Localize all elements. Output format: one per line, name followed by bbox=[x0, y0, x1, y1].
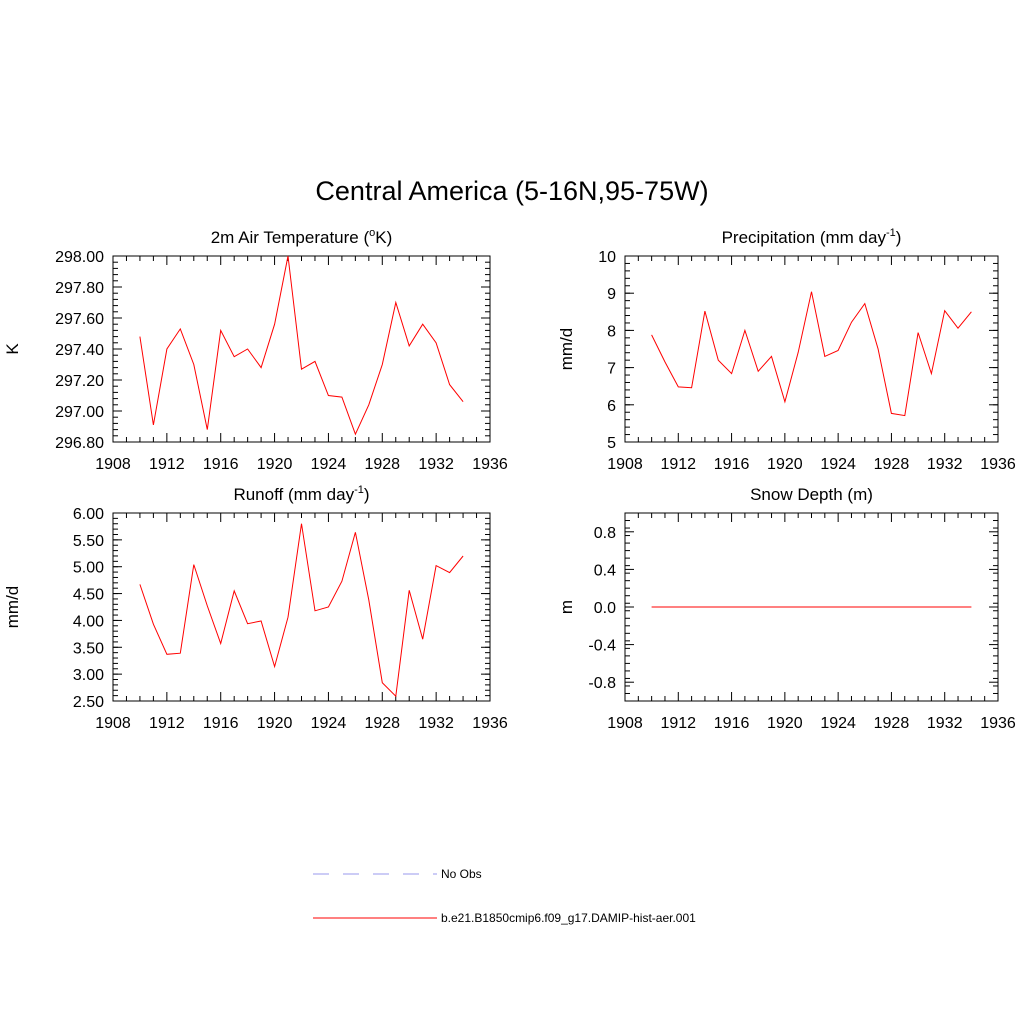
x-tick-label: 1908 bbox=[95, 715, 131, 732]
x-tick-label: 1916 bbox=[203, 456, 239, 473]
x-tick-label: 1932 bbox=[927, 715, 963, 732]
x-tick-label: 1924 bbox=[311, 456, 347, 473]
panel-title-text: Runoff (mm day bbox=[233, 485, 354, 504]
y-axis-label: m bbox=[557, 600, 576, 614]
y-axis-label: K bbox=[3, 343, 22, 355]
legend-label-1: No Obs bbox=[441, 867, 482, 881]
y-tick-label: 298.00 bbox=[55, 249, 104, 266]
plot-frame bbox=[112, 255, 491, 443]
panel-title-end: ) bbox=[364, 485, 370, 504]
y-tick-label: 0.4 bbox=[594, 562, 616, 579]
x-tick-label: 1916 bbox=[203, 715, 239, 732]
x-tick-label: 1924 bbox=[311, 715, 347, 732]
y-tick-label: 297.00 bbox=[55, 404, 104, 421]
x-tick-label: 1936 bbox=[472, 715, 508, 732]
panel-title: 2m Air Temperature (oK) bbox=[211, 227, 393, 247]
y-tick-label: 297.60 bbox=[55, 311, 104, 328]
panel-title-text: Precipitation (mm day bbox=[722, 228, 887, 247]
series-line bbox=[139, 255, 464, 436]
x-tick-label: 1920 bbox=[767, 456, 803, 473]
x-tick-label: 1908 bbox=[607, 456, 643, 473]
y-tick-label: 4.50 bbox=[73, 587, 104, 604]
x-tick-label: 1912 bbox=[149, 715, 185, 732]
x-tick-label: 1912 bbox=[660, 456, 696, 473]
panel-title-superscript: o bbox=[369, 227, 375, 239]
panel-title-superscript: -1 bbox=[886, 227, 896, 239]
x-tick-label: 1932 bbox=[927, 456, 963, 473]
x-tick-label: 1908 bbox=[607, 715, 643, 732]
y-tick-label: 9 bbox=[607, 286, 616, 303]
x-tick-label: 1932 bbox=[418, 456, 454, 473]
y-tick-label: 7 bbox=[607, 361, 616, 378]
y-tick-label: 296.80 bbox=[55, 435, 104, 452]
y-tick-label: 4.00 bbox=[73, 613, 104, 630]
y-axis-label: mm/d bbox=[3, 586, 22, 629]
y-tick-label: -0.8 bbox=[588, 675, 616, 692]
chart-panel-1: 2m Air Temperature (oK) K 1908 1912 1916 1920… bbox=[3, 227, 508, 473]
y-tick-label: 297.80 bbox=[55, 280, 104, 297]
figure-title: Central America (5-16N,95-75W) bbox=[315, 176, 708, 206]
y-tick-label: 297.40 bbox=[55, 342, 104, 359]
y-tick-label: 5.50 bbox=[73, 533, 104, 550]
y-tick-label: 2.50 bbox=[73, 694, 104, 711]
chart-panel-3: Runoff (mm day-1) mm/d 1908 1912 1916 1920 192… bbox=[3, 484, 508, 732]
x-tick-label: 1920 bbox=[767, 715, 803, 732]
panel-title: Precipitation (mm day-1) bbox=[722, 227, 902, 247]
series-line bbox=[139, 523, 464, 698]
x-tick-label: 1920 bbox=[257, 715, 293, 732]
x-tick-label: 1924 bbox=[820, 456, 856, 473]
x-tick-label: 1920 bbox=[257, 456, 293, 473]
y-tick-label: 0.0 bbox=[594, 600, 616, 617]
y-tick-label: 8 bbox=[607, 323, 616, 340]
panel-title-text: Snow Depth (m) bbox=[750, 485, 873, 504]
y-axis-label: mm/d bbox=[557, 328, 576, 371]
y-tick-label: 3.50 bbox=[73, 640, 104, 657]
x-tick-label: 1912 bbox=[149, 456, 185, 473]
y-tick-label: 10 bbox=[598, 249, 616, 266]
panel-title-end: K) bbox=[375, 228, 392, 247]
x-tick-label: 1912 bbox=[660, 715, 696, 732]
panel-title: Runoff (mm day-1) bbox=[233, 484, 369, 504]
legend-label-2: b.e21.B1850cmip6.f09_g17.DAMIP-hist-aer.… bbox=[441, 911, 696, 925]
x-tick-label: 1924 bbox=[820, 715, 856, 732]
panel-title: Snow Depth (m) bbox=[750, 485, 873, 504]
x-tick-label: 1928 bbox=[364, 715, 400, 732]
series-line bbox=[651, 291, 972, 417]
chart-panel-2: Precipitation (mm day-1) mm/d 1908 1912 1916… bbox=[557, 227, 1016, 473]
panel-title-superscript: -1 bbox=[354, 484, 364, 496]
y-tick-label: 297.20 bbox=[55, 373, 104, 390]
chart-panels: 2m Air Temperature (oK) K 1908 1912 1916 1920… bbox=[3, 227, 1016, 732]
y-tick-label: 6 bbox=[607, 398, 616, 415]
legend: No Obs b.e21.B1850cmip6.f09_g17.DAMIP-his… bbox=[313, 867, 696, 925]
y-tick-label: 6.00 bbox=[73, 506, 104, 523]
x-tick-label: 1936 bbox=[980, 715, 1016, 732]
y-tick-label: 0.8 bbox=[594, 525, 616, 542]
x-tick-label: 1928 bbox=[874, 715, 910, 732]
x-tick-label: 1916 bbox=[714, 456, 750, 473]
panel-title-text: 2m Air Temperature ( bbox=[211, 228, 370, 247]
x-tick-label: 1928 bbox=[364, 456, 400, 473]
chart-panel-4: Snow Depth (m) m 1908 1912 1916 1920 1924 1928 1… bbox=[557, 485, 1016, 732]
x-tick-label: 1908 bbox=[95, 456, 131, 473]
x-tick-label: 1936 bbox=[472, 456, 508, 473]
y-tick-label: 3.00 bbox=[73, 667, 104, 684]
x-tick-label: 1928 bbox=[874, 456, 910, 473]
x-tick-label: 1936 bbox=[980, 456, 1016, 473]
panel-title-end: ) bbox=[896, 228, 902, 247]
x-tick-label: 1916 bbox=[714, 715, 750, 732]
y-tick-label: -0.4 bbox=[588, 638, 616, 655]
y-tick-label: 5.00 bbox=[73, 560, 104, 577]
x-tick-label: 1932 bbox=[418, 715, 454, 732]
y-tick-label: 5 bbox=[607, 435, 616, 452]
plot-frame bbox=[624, 255, 999, 443]
plot-frame bbox=[112, 512, 491, 702]
